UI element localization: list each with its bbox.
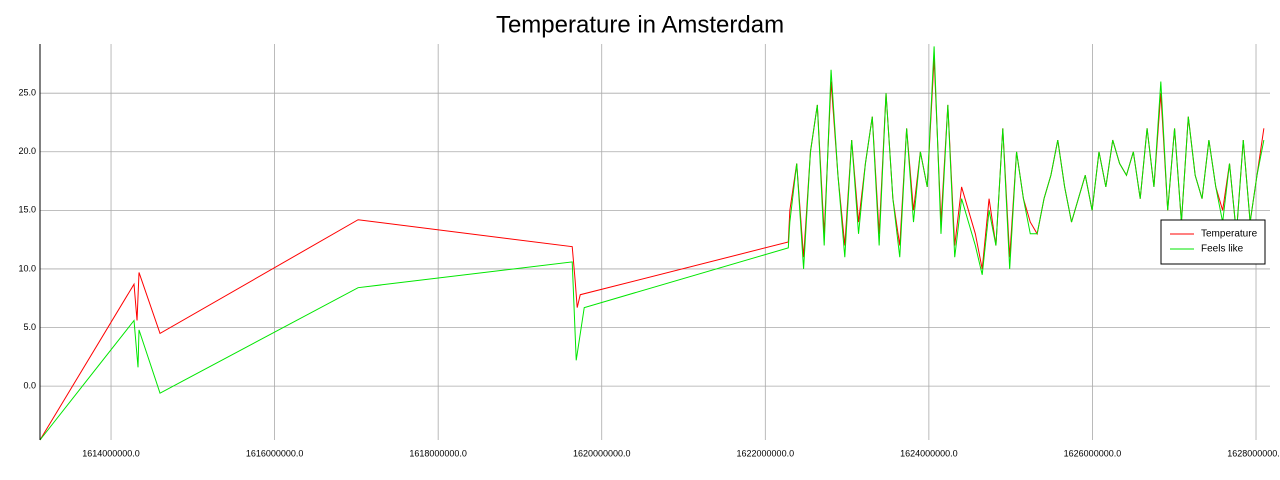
y-tick-label: 25.0 [18, 88, 36, 98]
y-tick-label: 15.0 [18, 205, 36, 215]
y-tick-label: 20.0 [18, 146, 36, 156]
legend-box [1160, 219, 1266, 265]
x-tick-label: 1628000000.0 [1227, 448, 1280, 458]
series-line [39, 46, 1265, 441]
x-tick-label: 1620000000.0 [573, 448, 631, 458]
x-tick-label: 1614000000.0 [82, 448, 140, 458]
y-tick-label: 10.0 [18, 263, 36, 273]
x-tick-label: 1618000000.0 [409, 448, 467, 458]
legend: Temperature Feels like [1160, 219, 1266, 265]
plot-area [39, 46, 1265, 441]
x-tick-label: 1622000000.0 [737, 448, 795, 458]
grid: 0.0 5.0 10.0 15.0 20.0 25.0 1614000000.0 161600… [18, 44, 1280, 458]
legend-label: Temperature [1201, 229, 1258, 240]
legend-label: Feels like [1201, 244, 1244, 255]
y-tick-label: 5.0 [23, 322, 36, 332]
chart-title: Temperature in Amsterdam [496, 11, 784, 38]
x-tick-label: 1626000000.0 [1064, 448, 1122, 458]
x-tick-label: 1616000000.0 [246, 448, 304, 458]
x-tick-label: 1624000000.0 [900, 448, 958, 458]
y-tick-label: 0.0 [23, 380, 36, 390]
